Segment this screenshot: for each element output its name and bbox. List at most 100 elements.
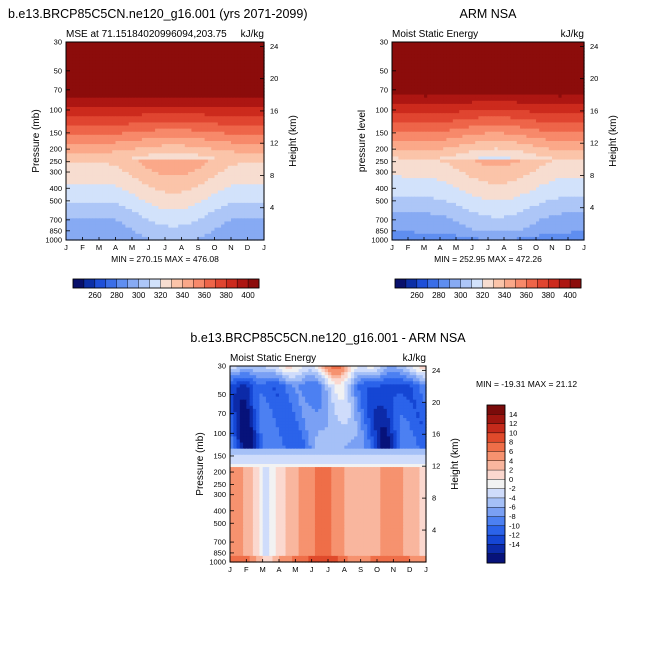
- contour-cell: [214, 69, 219, 74]
- contour-cell: [128, 72, 133, 77]
- contour-cell: [440, 76, 444, 80]
- contour-cell: [174, 51, 179, 55]
- contour-cell: [468, 45, 473, 49]
- contour-cell: [148, 122, 153, 127]
- contour-cell: [254, 106, 258, 111]
- contour-cell: [148, 187, 153, 192]
- contour-cell: [221, 103, 225, 108]
- contour-cell: [436, 42, 441, 46]
- contour-cell: [188, 106, 192, 111]
- contour-cell: [446, 48, 451, 52]
- contour-cell: [135, 178, 140, 182]
- contour-cell: [168, 88, 173, 93]
- contour-cell: [214, 212, 219, 216]
- contour-cell: [105, 212, 110, 216]
- contour-cell: [161, 45, 166, 49]
- contour-cell: [404, 45, 409, 49]
- contour-cell: [89, 131, 93, 136]
- contour-cell: [184, 187, 189, 192]
- contour-cell: [411, 45, 415, 49]
- contour-cell: [244, 212, 249, 216]
- contour-cell: [244, 147, 249, 151]
- contour-cell: [145, 147, 150, 151]
- contour-cell: [201, 221, 206, 226]
- contour-cell: [214, 94, 219, 99]
- contour-cell: [102, 51, 107, 55]
- contour-cell: [155, 131, 159, 136]
- contour-cell: [201, 181, 206, 185]
- contour-cell: [85, 205, 90, 210]
- contour-cell: [99, 141, 103, 145]
- contour-cell: [184, 202, 189, 207]
- contour-cell: [227, 205, 232, 210]
- height-tick-label: 20: [270, 74, 278, 83]
- contour-cell: [254, 54, 258, 59]
- contour-cell: [580, 63, 585, 68]
- contour-cell: [168, 79, 173, 83]
- contour-cell: [191, 91, 196, 96]
- contour-cell: [102, 162, 107, 167]
- contour-cell: [401, 42, 406, 46]
- contour-cell: [244, 230, 249, 235]
- contour-cell: [191, 153, 196, 158]
- contour-cell: [240, 57, 245, 62]
- contour-cell: [244, 159, 249, 164]
- contour-cell: [257, 221, 262, 226]
- contour-cell: [240, 233, 245, 238]
- contour-cell: [95, 134, 100, 139]
- contour-cell: [211, 218, 216, 223]
- contour-cell: [188, 103, 192, 108]
- contour-cell: [552, 69, 556, 74]
- contour-cell: [484, 66, 489, 71]
- contour-cell: [532, 42, 537, 46]
- contour-cell: [72, 119, 77, 124]
- contour-cell: [122, 82, 126, 86]
- contour-cell: [234, 212, 239, 216]
- contour-cell: [108, 42, 113, 46]
- contour-cell: [122, 168, 126, 173]
- contour-cell: [174, 175, 179, 179]
- contour-cell: [449, 45, 454, 49]
- contour-cell: [247, 137, 252, 142]
- contour-cell: [99, 150, 103, 154]
- contour-cell: [148, 147, 153, 151]
- contour-cell: [79, 79, 84, 83]
- contour-cell: [125, 57, 130, 62]
- contour-cell: [125, 88, 130, 93]
- contour-cell: [188, 60, 192, 65]
- contour-cell: [85, 134, 90, 139]
- contour-cell: [555, 63, 559, 68]
- contour-cell: [191, 212, 196, 216]
- contour-cell: [234, 110, 239, 114]
- contour-cell: [128, 48, 133, 52]
- contour-cell: [125, 171, 130, 176]
- contour-cell: [171, 190, 176, 195]
- contour-cell: [75, 144, 80, 148]
- contour-cell: [494, 45, 499, 49]
- contour-cell: [122, 137, 126, 142]
- contour-cell: [234, 178, 239, 182]
- contour-cell: [237, 94, 242, 99]
- contour-cell: [89, 224, 93, 229]
- contour-cell: [82, 85, 87, 89]
- contour-cell: [128, 233, 133, 238]
- contour-cell: [207, 218, 212, 223]
- contour-cell: [532, 45, 537, 49]
- contour-cell: [155, 171, 159, 176]
- contour-cell: [138, 147, 143, 151]
- contour-cell: [66, 103, 70, 108]
- contour-cell: [224, 221, 229, 226]
- contour-cell: [85, 57, 90, 62]
- contour-cell: [128, 91, 133, 96]
- contour-cell: [79, 153, 84, 158]
- contour-cell: [145, 159, 150, 164]
- contour-cell: [191, 79, 196, 83]
- contour-cell: [201, 134, 206, 139]
- contour-cell: [542, 48, 547, 52]
- contour-cell: [181, 97, 186, 102]
- contour-cell: [257, 193, 262, 198]
- contour-cell: [247, 72, 252, 77]
- contour-cell: [66, 193, 70, 198]
- contour-cell: [82, 218, 87, 223]
- contour-cell: [211, 175, 216, 179]
